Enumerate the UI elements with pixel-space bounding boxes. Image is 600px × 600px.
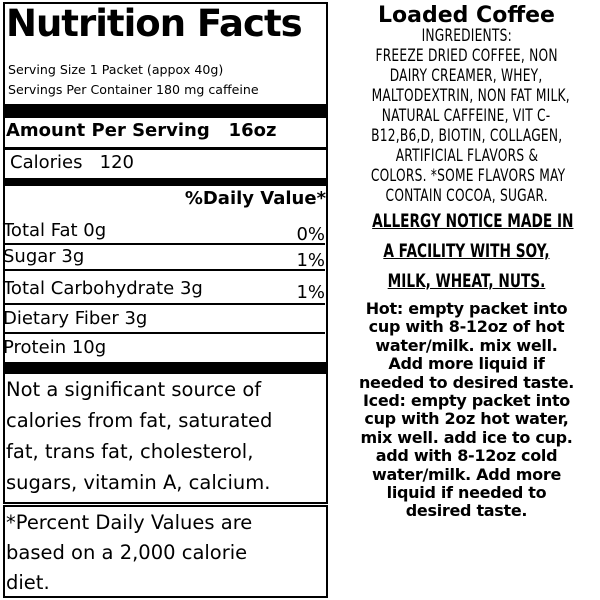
ingredients-line: MALTODEXTRIN, NON FAT MILK,	[371, 86, 570, 106]
calories: Calories 120	[10, 152, 134, 173]
nutrient-pct: 1%	[296, 282, 325, 303]
product-panel: Loaded Coffee INGREDIENTS: FREEZE DRIED …	[333, 2, 600, 521]
nutrient-name: Total Fat 0g	[3, 220, 107, 241]
nutrients-box	[3, 184, 328, 364]
divider-medium	[3, 179, 328, 185]
product-name: Loaded Coffee	[378, 3, 555, 28]
note-box	[3, 372, 328, 504]
header-box	[3, 2, 328, 106]
instructions-line: desired taste.	[405, 501, 528, 521]
allergy-line: MILK, WHEAT, NUTS.	[387, 270, 546, 292]
nutrient-name: Total Carbohydrate 3g	[3, 278, 203, 299]
servings-per-container: Servings Per Container 180 mg caffeine	[8, 82, 259, 97]
instructions-line: water/milk. Add more	[371, 464, 561, 484]
allergy-notice: ALLERGY NOTICE MADE IN A FACILITY WITH S…	[333, 206, 600, 296]
nutrient-name: Dietary Fiber 3g	[3, 308, 148, 329]
allergy-line: A FACILITY WITH SOY,	[383, 240, 550, 262]
ingredients-line: DAIRY CREAMER, WHEY,	[390, 66, 543, 86]
calories-box	[3, 148, 328, 180]
instructions-line: Hot: empty packet into	[365, 299, 568, 318]
instructions: Hot: empty packet into cup with 8-12oz o…	[333, 299, 600, 521]
instructions-line: cup with 2oz hot water,	[364, 409, 569, 429]
note-line: calories from fat, saturated	[6, 409, 273, 432]
nutrient-row: Sugar 3g 1%	[3, 245, 325, 271]
footnote-box	[3, 505, 328, 598]
label-title: Nutrition Facts	[6, 2, 303, 45]
note-line: Not a significant source of	[6, 378, 262, 401]
instructions-line: Iced: empty packet into	[363, 391, 570, 411]
footnote-line: *Percent Daily Values are	[6, 511, 253, 534]
ingredients-line: B12,B6,D, BIOTIN, COLLAGEN,	[370, 126, 563, 146]
instructions-line: needed to desired taste.	[358, 372, 575, 392]
instructions-line: cup with 8-12oz of hot	[368, 317, 565, 337]
ingredients-line: ARTIFICIAL FLAVORS &	[395, 146, 538, 166]
instructions-line: mix well. add ice to cup.	[360, 427, 573, 447]
nutrient-name: Sugar 3g	[3, 246, 85, 267]
allergy-line: ALLERGY NOTICE MADE IN	[372, 210, 574, 232]
instructions-line: liquid if needed to	[386, 483, 547, 503]
ingredients-line: FREEZE DRIED COFFEE, NON	[375, 46, 558, 66]
instructions-line: water/milk. mix well.	[375, 335, 558, 355]
footnote-line: diet.	[6, 571, 50, 594]
serving-size: Serving Size 1 Packet (appox 40g)	[8, 62, 224, 77]
nutrient-name: Protein 10g	[3, 337, 107, 358]
divider-thick	[3, 104, 328, 117]
instructions-line: Add more liquid if	[388, 354, 545, 374]
note-line: sugars, vitamin A, calcium.	[6, 471, 271, 494]
instructions-line: add with 8-12oz cold	[375, 446, 558, 466]
ingredients-line: COLORS. *SOME FLAVORS MAY	[370, 166, 566, 186]
nutrient-row: Total Fat 0g 0%	[3, 219, 325, 245]
daily-value-header: %Daily Value*	[184, 188, 326, 209]
nutrient-pct: 1%	[296, 250, 325, 271]
nutrient-pct: 0%	[296, 224, 325, 245]
nutrient-row: Protein 10g	[3, 334, 325, 361]
footnote-line: based on a 2,000 calorie	[6, 541, 248, 564]
ingredients-line: CONTAIN COCOA, SUGAR.	[385, 186, 548, 206]
divider-thick	[3, 362, 328, 373]
ingredients: INGREDIENTS: FREEZE DRIED COFFEE, NON DA…	[333, 26, 600, 206]
note-line: fat, trans fat, cholesterol,	[6, 440, 254, 463]
ingredients-line: INGREDIENTS:	[421, 26, 512, 46]
ingredients-line: NATURAL CAFFEINE, VIT C-	[382, 106, 551, 126]
nutrient-row: Total Carbohydrate 3g 1%	[3, 275, 325, 305]
amount-per-serving: Amount Per Serving 16oz	[6, 120, 277, 141]
nutrient-row: Dietary Fiber 3g	[3, 305, 325, 334]
